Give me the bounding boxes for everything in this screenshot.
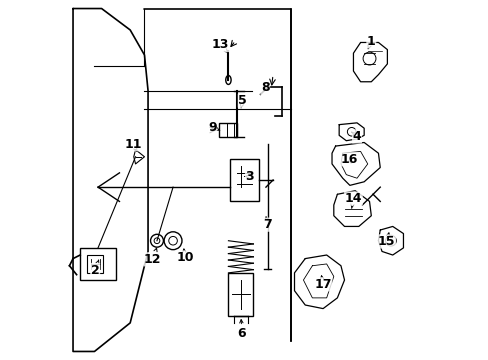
- Text: 9: 9: [207, 121, 220, 134]
- Text: 7: 7: [262, 217, 271, 231]
- Text: 13: 13: [211, 39, 228, 53]
- Text: 8: 8: [261, 81, 269, 94]
- Text: 17: 17: [314, 276, 331, 291]
- Text: 14: 14: [344, 192, 362, 208]
- Text: 16: 16: [340, 153, 357, 166]
- Text: 2: 2: [91, 260, 100, 276]
- Bar: [87, 255, 103, 273]
- Text: 12: 12: [143, 248, 161, 266]
- Text: 5: 5: [238, 94, 246, 108]
- Bar: [228, 273, 253, 316]
- Text: 10: 10: [176, 249, 193, 264]
- Bar: [230, 158, 258, 202]
- Text: 6: 6: [237, 320, 246, 340]
- Bar: [80, 248, 116, 280]
- Text: 11: 11: [124, 138, 142, 152]
- Text: 1: 1: [366, 35, 375, 49]
- Text: 15: 15: [377, 233, 395, 248]
- Text: 4: 4: [351, 130, 361, 143]
- Text: 3: 3: [244, 170, 254, 183]
- Bar: [219, 123, 237, 137]
